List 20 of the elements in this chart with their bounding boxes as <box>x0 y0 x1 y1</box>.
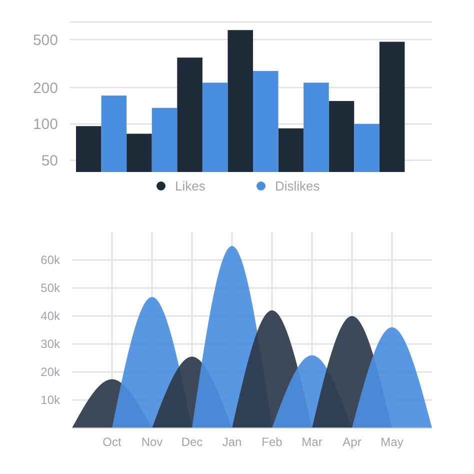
x-tick-label: Dec <box>181 435 203 449</box>
y-tick-label: 50 <box>41 152 58 170</box>
y-tick-label: 20k <box>40 365 61 380</box>
y-tick-label: 40k <box>40 309 61 324</box>
legend-label: Likes <box>175 178 206 194</box>
y-tick-label: 60k <box>40 253 61 268</box>
legend-label: Dislikes <box>275 178 320 194</box>
y-tick-label: 500 <box>32 32 58 49</box>
x-tick-label: Apr <box>342 435 362 449</box>
x-tick-label: Nov <box>141 435 163 449</box>
y-tick-label: 100 <box>32 116 58 134</box>
y-tick-label: 10k <box>40 393 61 408</box>
x-tick-label: Feb <box>262 435 283 449</box>
y-tick-label: 200 <box>32 80 58 97</box>
y-tick-label: 50k <box>40 281 61 296</box>
x-tick-label: Mar <box>302 435 322 449</box>
x-tick-label: Oct <box>102 435 122 449</box>
y-tick-label: 30k <box>40 337 61 352</box>
x-tick-label: Jan <box>222 435 242 449</box>
x-tick-label: May <box>380 435 404 449</box>
